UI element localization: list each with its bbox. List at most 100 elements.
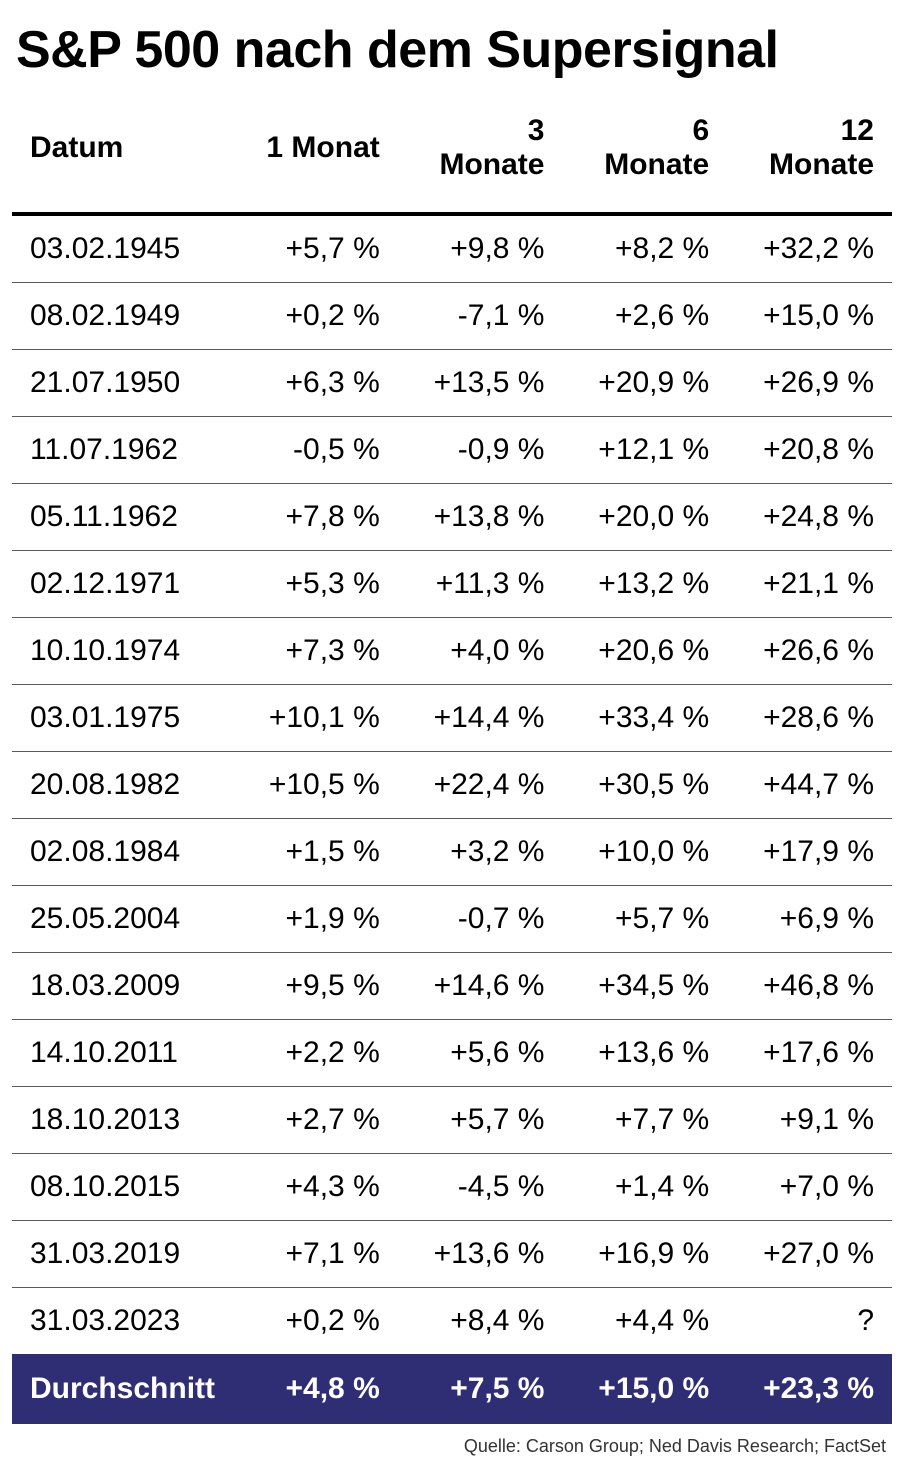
summary-label: Durchschnitt — [12, 1354, 233, 1424]
col-header-date: Datum — [12, 104, 233, 214]
cell-value: +9,8 % — [398, 214, 563, 283]
table-row: 08.10.2015+4,3 %-4,5 %+1,4 %+7,0 % — [12, 1154, 892, 1221]
cell-value: +4,4 % — [562, 1288, 727, 1355]
cell-value: +2,2 % — [233, 1020, 398, 1087]
cell-value: +21,1 % — [727, 551, 892, 618]
table-row: 11.07.1962-0,5 %-0,9 %+12,1 %+20,8 % — [12, 417, 892, 484]
cell-date: 18.10.2013 — [12, 1087, 233, 1154]
cell-value: +7,7 % — [562, 1087, 727, 1154]
cell-value: +7,8 % — [233, 484, 398, 551]
summary-6m: +15,0 % — [562, 1354, 727, 1424]
cell-value: +9,1 % — [727, 1087, 892, 1154]
cell-date: 11.07.1962 — [12, 417, 233, 484]
col-header-12m: 12 Monate — [727, 104, 892, 214]
cell-date: 02.12.1971 — [12, 551, 233, 618]
cell-value: +2,6 % — [562, 283, 727, 350]
cell-value: +16,9 % — [562, 1221, 727, 1288]
cell-value: +5,7 % — [398, 1087, 563, 1154]
cell-value: -7,1 % — [398, 283, 563, 350]
cell-value: +26,9 % — [727, 350, 892, 417]
cell-value: +20,9 % — [562, 350, 727, 417]
cell-date: 05.11.1962 — [12, 484, 233, 551]
summary-12m: +23,3 % — [727, 1354, 892, 1424]
cell-value: +8,4 % — [398, 1288, 563, 1355]
cell-value: +7,1 % — [233, 1221, 398, 1288]
cell-date: 10.10.1974 — [12, 618, 233, 685]
col-header-3m: 3 Monate — [398, 104, 563, 214]
performance-table: Datum 1 Monat 3 Monate 6 Monate 12 Monat… — [12, 104, 892, 1424]
cell-value: +10,0 % — [562, 819, 727, 886]
cell-value: -0,7 % — [398, 886, 563, 953]
cell-value: +27,0 % — [727, 1221, 892, 1288]
cell-date: 02.08.1984 — [12, 819, 233, 886]
cell-date: 03.02.1945 — [12, 214, 233, 283]
cell-value: +2,7 % — [233, 1087, 398, 1154]
cell-value: +13,5 % — [398, 350, 563, 417]
cell-value: +13,6 % — [562, 1020, 727, 1087]
table-row: 08.02.1949+0,2 %-7,1 %+2,6 %+15,0 % — [12, 283, 892, 350]
cell-value: +13,8 % — [398, 484, 563, 551]
cell-value: -0,5 % — [233, 417, 398, 484]
cell-date: 31.03.2023 — [12, 1288, 233, 1355]
table-row: 20.08.1982+10,5 %+22,4 %+30,5 %+44,7 % — [12, 752, 892, 819]
page-title: S&P 500 nach dem Supersignal — [12, 20, 892, 80]
cell-value: +7,0 % — [727, 1154, 892, 1221]
cell-value: +7,3 % — [233, 618, 398, 685]
cell-date: 31.03.2019 — [12, 1221, 233, 1288]
table-row: 21.07.1950+6,3 %+13,5 %+20,9 %+26,9 % — [12, 350, 892, 417]
table-row: 02.12.1971+5,3 %+11,3 %+13,2 %+21,1 % — [12, 551, 892, 618]
cell-value: +1,4 % — [562, 1154, 727, 1221]
summary-row: Durchschnitt +4,8 % +7,5 % +15,0 % +23,3… — [12, 1354, 892, 1424]
cell-value: +33,4 % — [562, 685, 727, 752]
col-header-6m: 6 Monate — [562, 104, 727, 214]
cell-value: +5,7 % — [233, 214, 398, 283]
table-row: 14.10.2011+2,2 %+5,6 %+13,6 %+17,6 % — [12, 1020, 892, 1087]
cell-value: +6,3 % — [233, 350, 398, 417]
table-row: 31.03.2019+7,1 %+13,6 %+16,9 %+27,0 % — [12, 1221, 892, 1288]
cell-value: +5,3 % — [233, 551, 398, 618]
cell-value: +0,2 % — [233, 1288, 398, 1355]
cell-value: -4,5 % — [398, 1154, 563, 1221]
cell-value: +46,8 % — [727, 953, 892, 1020]
cell-value: +20,6 % — [562, 618, 727, 685]
table-row: 03.01.1975+10,1 %+14,4 %+33,4 %+28,6 % — [12, 685, 892, 752]
cell-value: +5,7 % — [562, 886, 727, 953]
cell-value: +4,3 % — [233, 1154, 398, 1221]
cell-value: +34,5 % — [562, 953, 727, 1020]
table-row: 31.03.2023+0,2 %+8,4 %+4,4 %? — [12, 1288, 892, 1355]
table-row: 02.08.1984+1,5 %+3,2 %+10,0 %+17,9 % — [12, 819, 892, 886]
cell-value: +12,1 % — [562, 417, 727, 484]
summary-3m: +7,5 % — [398, 1354, 563, 1424]
cell-value: +6,9 % — [727, 886, 892, 953]
source-attribution: Quelle: Carson Group; Ned Davis Research… — [12, 1436, 892, 1457]
cell-value: -0,9 % — [398, 417, 563, 484]
cell-date: 20.08.1982 — [12, 752, 233, 819]
cell-date: 03.01.1975 — [12, 685, 233, 752]
cell-date: 21.07.1950 — [12, 350, 233, 417]
cell-value: +28,6 % — [727, 685, 892, 752]
cell-value: +8,2 % — [562, 214, 727, 283]
table-row: 18.03.2009+9,5 %+14,6 %+34,5 %+46,8 % — [12, 953, 892, 1020]
cell-value: +17,6 % — [727, 1020, 892, 1087]
cell-date: 08.02.1949 — [12, 283, 233, 350]
cell-date: 18.03.2009 — [12, 953, 233, 1020]
cell-value: +5,6 % — [398, 1020, 563, 1087]
cell-date: 25.05.2004 — [12, 886, 233, 953]
cell-value: ? — [727, 1288, 892, 1355]
cell-date: 14.10.2011 — [12, 1020, 233, 1087]
table-row: 18.10.2013+2,7 %+5,7 %+7,7 %+9,1 % — [12, 1087, 892, 1154]
cell-value: +10,5 % — [233, 752, 398, 819]
cell-value: +13,6 % — [398, 1221, 563, 1288]
table-row: 03.02.1945+5,7 %+9,8 %+8,2 %+32,2 % — [12, 214, 892, 283]
cell-value: +15,0 % — [727, 283, 892, 350]
col-header-1m: 1 Monat — [233, 104, 398, 214]
cell-value: +10,1 % — [233, 685, 398, 752]
table-header-row: Datum 1 Monat 3 Monate 6 Monate 12 Monat… — [12, 104, 892, 214]
cell-value: +11,3 % — [398, 551, 563, 618]
cell-value: +26,6 % — [727, 618, 892, 685]
cell-value: +0,2 % — [233, 283, 398, 350]
cell-value: +32,2 % — [727, 214, 892, 283]
summary-1m: +4,8 % — [233, 1354, 398, 1424]
cell-value: +30,5 % — [562, 752, 727, 819]
cell-date: 08.10.2015 — [12, 1154, 233, 1221]
